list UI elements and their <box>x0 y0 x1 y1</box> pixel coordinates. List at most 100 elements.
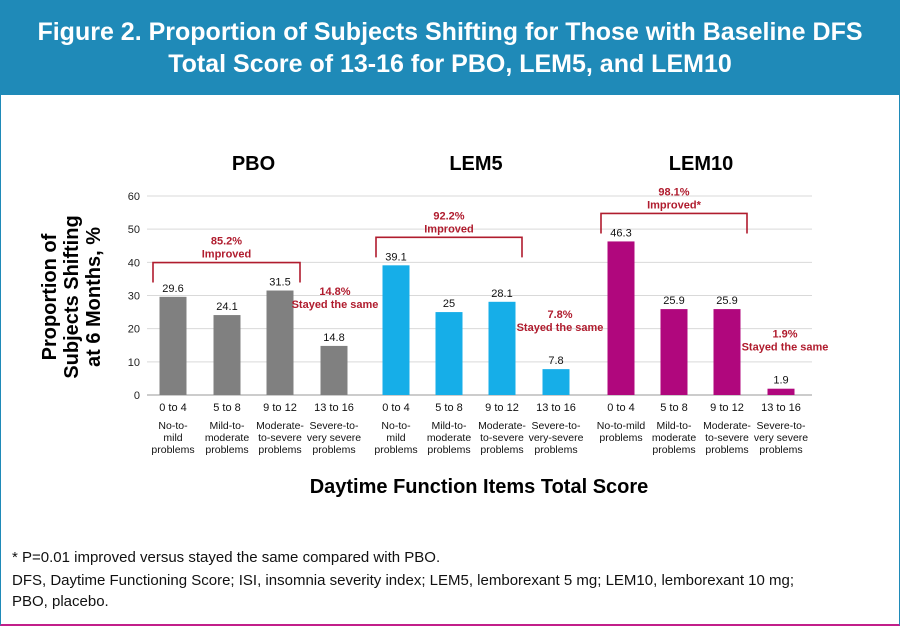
footnote-abbreviations-cont: PBO, placebo. <box>12 593 109 610</box>
improved-bracket <box>375 236 523 258</box>
improved-label: Improved* <box>647 199 702 211</box>
footnote-abbreviations: DFS, Daytime Functioning Score; ISI, ins… <box>12 572 795 589</box>
category-desc-label: Severe-to- <box>531 420 581 432</box>
bar <box>266 290 294 395</box>
category-desc-label: problems <box>705 444 748 456</box>
same-label: Stayed the same <box>517 322 604 334</box>
bar <box>159 296 187 395</box>
category-desc-label: to-severe <box>480 432 524 444</box>
y-tick-label: 30 <box>128 291 140 303</box>
category-desc-label: problems <box>427 444 470 456</box>
data-label: 25.9 <box>716 295 737 307</box>
category-desc-label: Severe-to- <box>756 420 806 432</box>
bar <box>660 309 688 395</box>
data-label: 1.9 <box>773 375 788 387</box>
data-label: 25.9 <box>663 295 684 307</box>
category-desc-label: Severe-to- <box>309 420 359 432</box>
category-desc-label: moderate <box>427 432 472 444</box>
category-desc-label: Mild-to- <box>431 420 467 432</box>
same-label: Stayed the same <box>742 342 829 354</box>
category-range-label: 13 to 16 <box>314 402 354 414</box>
data-label: 39.1 <box>385 251 406 263</box>
category-desc-label: problems <box>374 444 417 456</box>
group-title: LEM5 <box>449 153 502 175</box>
data-label: 29.6 <box>162 283 183 295</box>
y-tick-label: 40 <box>128 257 140 269</box>
improved-bracket <box>152 261 301 283</box>
category-desc-label: problems <box>205 444 248 456</box>
category-desc-label: moderate <box>205 432 250 444</box>
bar <box>213 315 241 395</box>
improved-label: Improved <box>202 249 252 261</box>
footnote-significance: * P=0.01 improved versus stayed the same… <box>12 549 441 566</box>
data-label: 31.5 <box>269 277 290 289</box>
category-desc-label: Moderate- <box>478 420 526 432</box>
bar <box>542 369 570 395</box>
y-axis-label: Proportion ofSubjects Shiftingat 6 Month… <box>39 215 105 378</box>
category-range-label: 9 to 12 <box>485 402 519 414</box>
category-desc-label: very severe <box>307 432 361 444</box>
category-range-label: 5 to 8 <box>660 402 688 414</box>
bar <box>488 301 516 395</box>
bar <box>382 265 410 395</box>
improved-label: Improved <box>424 223 474 235</box>
y-tick-label: 50 <box>128 224 140 236</box>
improved-percent: 85.2% <box>211 236 242 248</box>
category-desc-label: problems <box>759 444 802 456</box>
category-desc-label: problems <box>599 432 642 444</box>
category-desc-label: No-to- <box>381 420 411 432</box>
category-desc-label: Mild-to- <box>209 420 245 432</box>
bar-chart: 0 10 20 30 40 50 60 Proportion ofSubjects Shift… <box>39 153 829 498</box>
category-desc-label: problems <box>534 444 577 456</box>
bar <box>713 309 741 395</box>
category-desc-label: very-severe <box>529 432 584 444</box>
bar <box>320 345 348 395</box>
y-tick-label: 60 <box>128 191 140 203</box>
data-label: 46.3 <box>610 227 631 239</box>
group-title: PBO <box>232 153 275 175</box>
category-desc-label: mild <box>163 432 182 444</box>
bar <box>607 241 635 395</box>
category-desc-label: problems <box>151 444 194 456</box>
same-percent: 1.9% <box>772 329 797 341</box>
category-range-label: 0 to 4 <box>159 402 187 414</box>
data-label: 24.1 <box>216 301 237 313</box>
same-percent: 14.8% <box>319 286 350 298</box>
category-desc-label: mild <box>386 432 405 444</box>
category-desc-label: problems <box>312 444 355 456</box>
improved-bracket <box>600 212 748 234</box>
group-title: LEM10 <box>669 153 733 175</box>
bar <box>435 312 463 395</box>
category-desc-label: to-severe <box>705 432 749 444</box>
same-percent: 7.8% <box>547 309 572 321</box>
category-desc-label: Moderate- <box>703 420 751 432</box>
category-range-label: 13 to 16 <box>761 402 801 414</box>
same-label: Stayed the same <box>292 299 379 311</box>
category-desc-label: No-to- <box>158 420 188 432</box>
category-range-label: 5 to 8 <box>213 402 241 414</box>
figure-header: Figure 2. Proportion of Subjects Shiftin… <box>0 0 900 95</box>
category-desc-label: Mild-to- <box>656 420 692 432</box>
category-desc-label: problems <box>258 444 301 456</box>
category-range-label: 0 to 4 <box>607 402 635 414</box>
data-label: 14.8 <box>323 332 344 344</box>
category-range-label: 5 to 8 <box>435 402 463 414</box>
y-tick-label: 20 <box>128 324 140 336</box>
footnotes: * P=0.01 improved versus stayed the same… <box>12 548 882 613</box>
category-desc-label: No-to-mild <box>597 420 646 432</box>
category-desc-label: problems <box>480 444 523 456</box>
category-range-label: 13 to 16 <box>536 402 576 414</box>
bar <box>767 388 795 395</box>
category-desc-label: very severe <box>754 432 808 444</box>
category-desc-label: moderate <box>652 432 697 444</box>
y-tick-label: 0 <box>134 390 140 402</box>
category-range-label: 0 to 4 <box>382 402 410 414</box>
data-label: 25 <box>443 298 455 310</box>
category-range-label: 9 to 12 <box>263 402 297 414</box>
category-desc-label: problems <box>652 444 695 456</box>
category-desc-label: to-severe <box>258 432 302 444</box>
figure-title-line-2: Total Score of 13-16 for PBO, LEM5, and … <box>168 49 732 78</box>
improved-percent: 92.2% <box>433 210 464 222</box>
data-label: 28.1 <box>491 288 512 300</box>
category-range-label: 9 to 12 <box>710 402 744 414</box>
